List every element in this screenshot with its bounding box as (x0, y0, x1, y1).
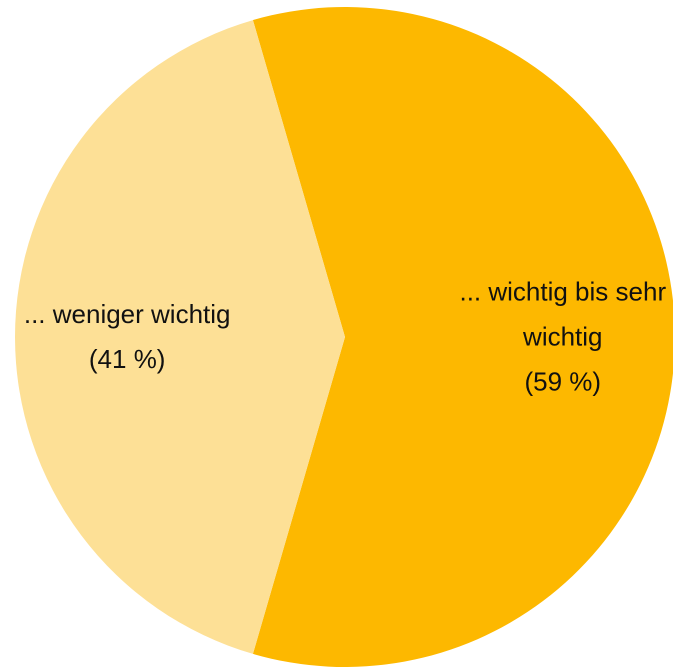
slice-label: ... wichtig bis sehr wichtig (59 %) (448, 270, 673, 405)
slice-label: ... weniger wichtig (41 %) (12, 292, 242, 382)
category-label: ... wichtig bis sehr wichtig (459, 276, 667, 352)
value-label: (41 %) (88, 344, 166, 374)
pie-slice (14, 20, 345, 654)
category-label: ... weniger wichtig (23, 299, 231, 329)
value-label: (59 %) (524, 366, 602, 397)
pie-slice (252, 7, 673, 667)
